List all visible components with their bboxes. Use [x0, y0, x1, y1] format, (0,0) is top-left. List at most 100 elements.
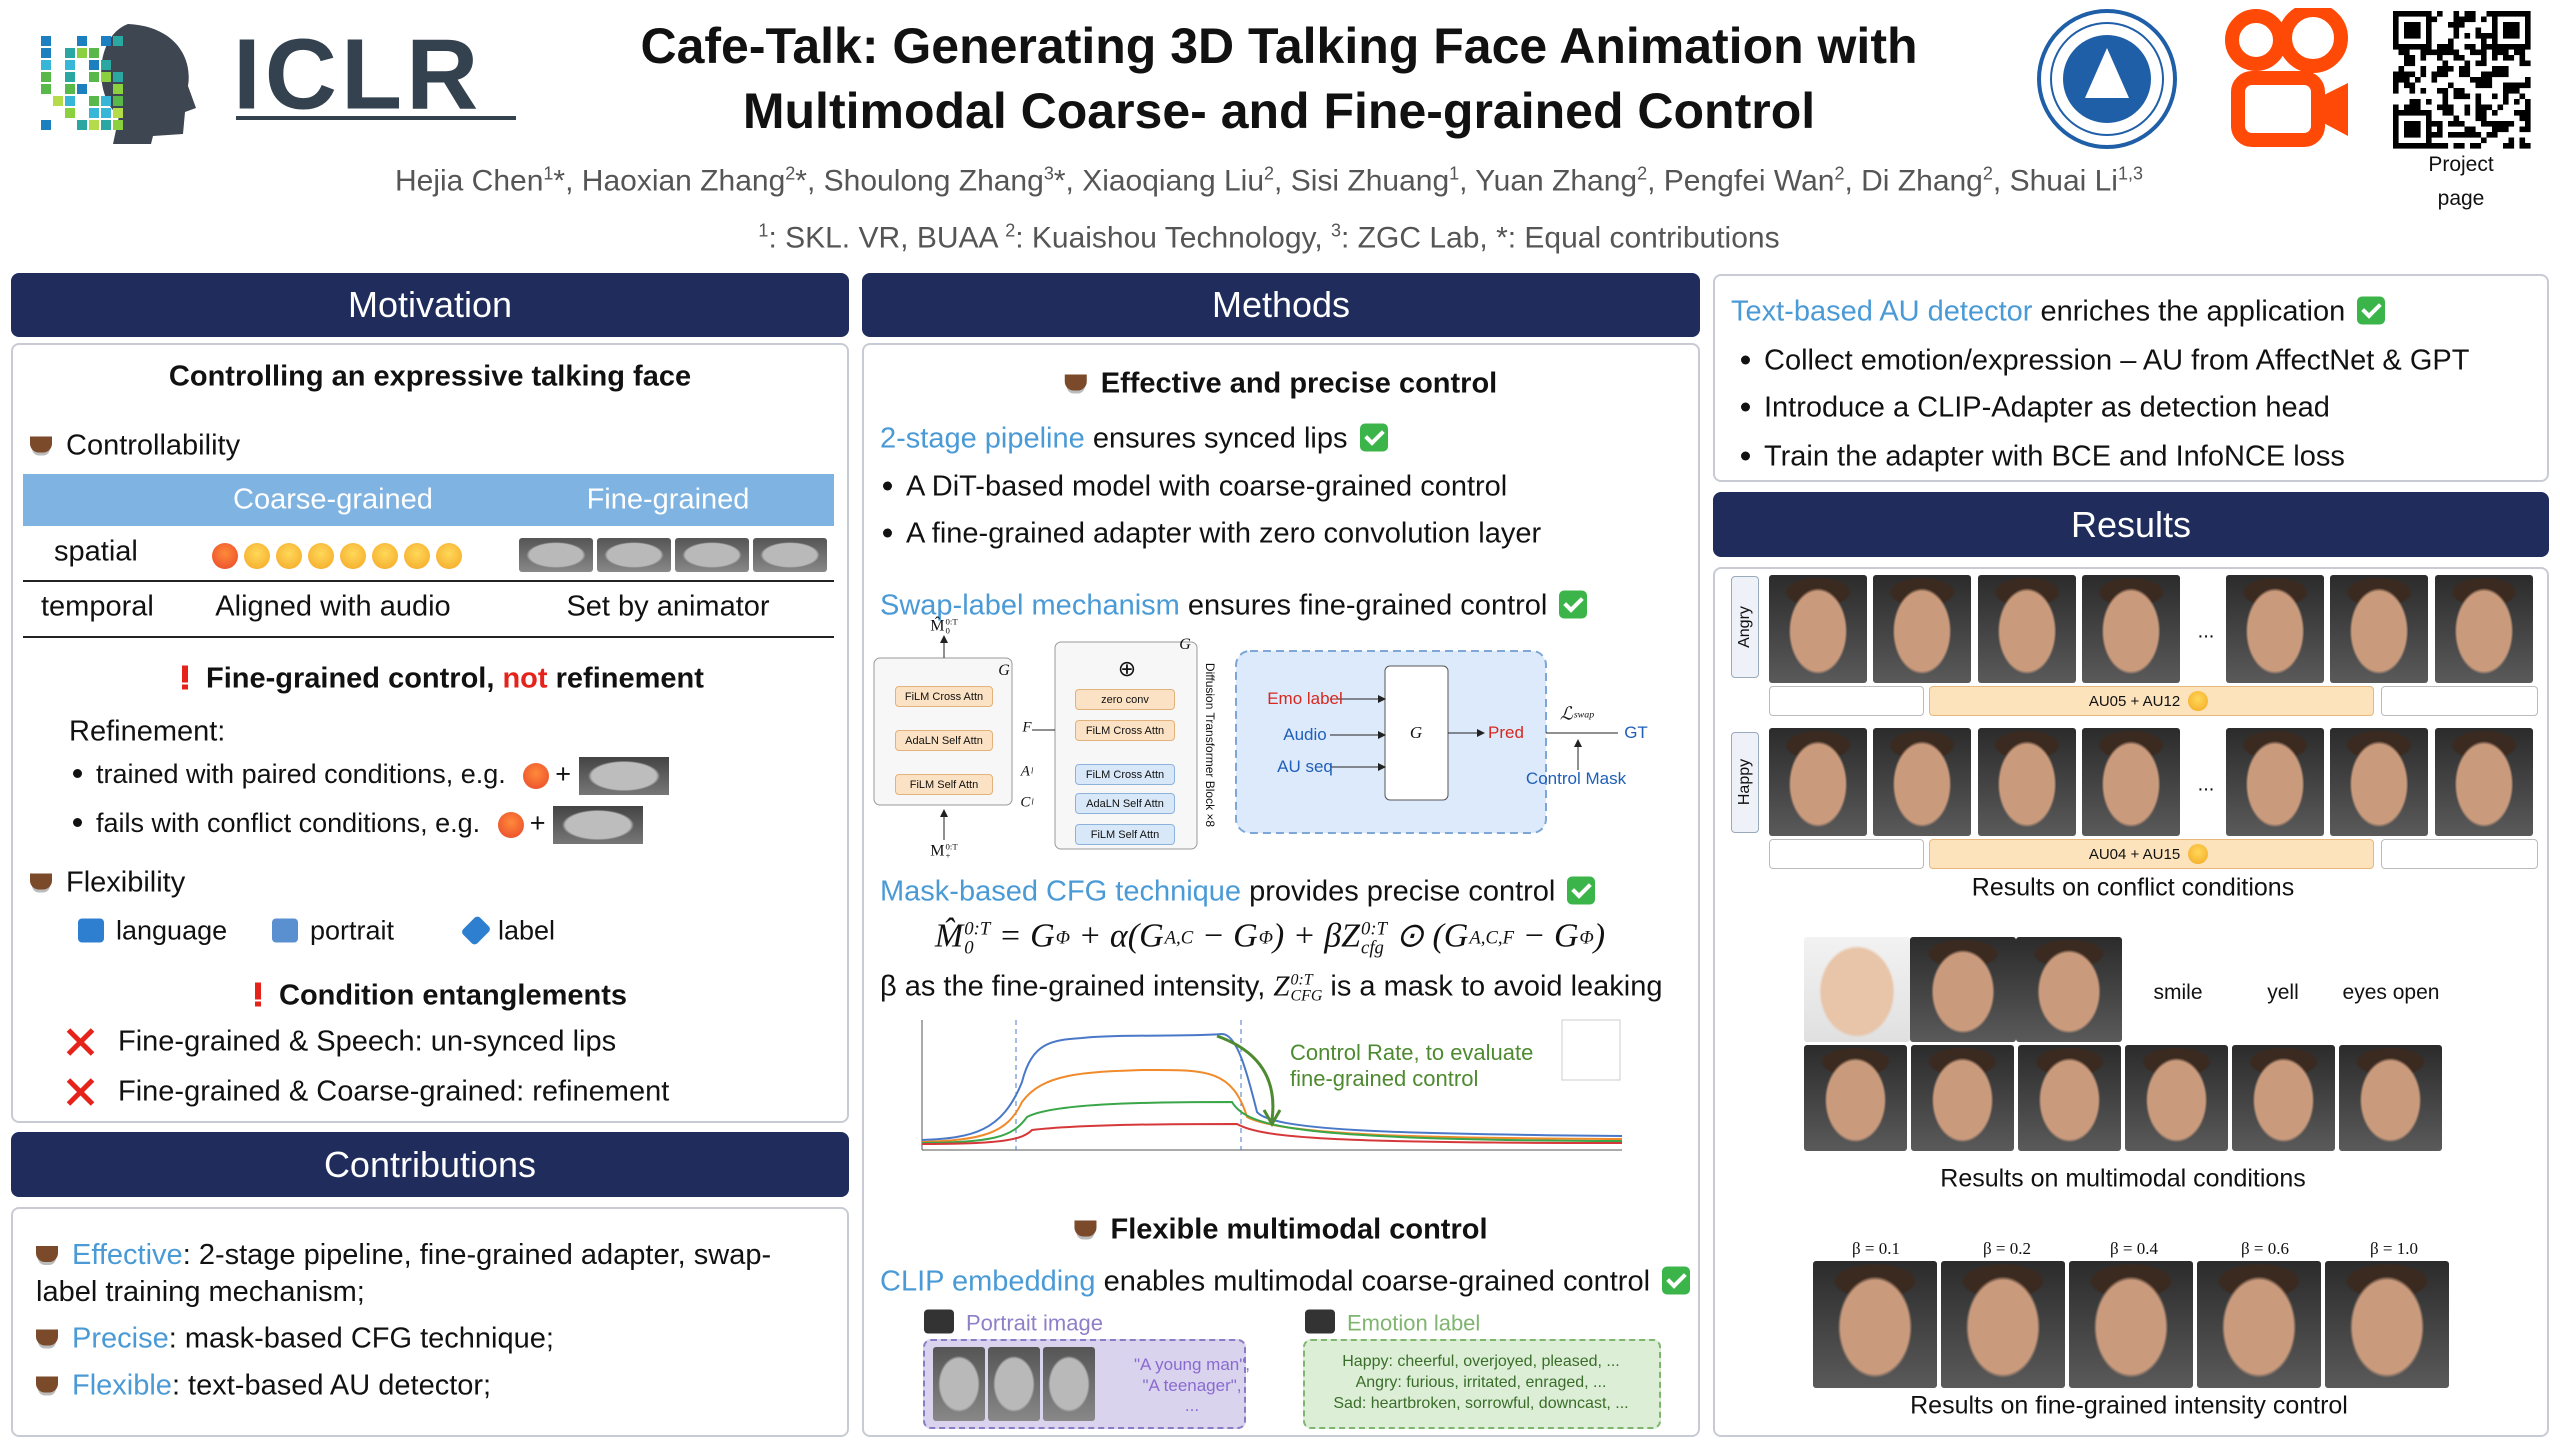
claim: Swap-label mechanism ensures fine-graine…: [880, 589, 1588, 623]
plus: +: [529, 808, 546, 839]
logo-shape: [2475, 82, 2482, 89]
decoration: [404, 543, 430, 569]
decoration: [2318, 83, 2348, 136]
face-image: [1804, 1045, 1907, 1151]
section-box: [11, 343, 849, 1123]
author-name: Sisi Zhuang: [1290, 164, 1450, 198]
logo-shape: [2492, 110, 2498, 116]
logo-shape: [2442, 60, 2449, 67]
logo-shape: [2475, 60, 2482, 67]
table-row-label: temporal: [41, 590, 154, 623]
text: language: [116, 915, 228, 946]
logo-shape: [2519, 44, 2526, 50]
table-row-label: spatial: [54, 535, 138, 568]
decoration: [1262, 1109, 1282, 1128]
logo-shape: [2503, 82, 2509, 89]
logo-shape: [2393, 27, 2399, 34]
logo-shape: [2459, 71, 2465, 78]
control-rate-figure: [921, 1019, 1623, 1151]
symbol-base: F: [1022, 719, 1032, 736]
logo-shape: [2431, 121, 2438, 127]
logo-shape: [2409, 121, 2416, 127]
empty-bar: [1769, 839, 1924, 869]
logo-shape: [2409, 143, 2416, 149]
decoration: [340, 543, 366, 569]
text: Flexible multimodal control: [1110, 1213, 1488, 1246]
logo-shape: [2481, 55, 2487, 61]
logo-shape: [2393, 33, 2399, 39]
logo-shape: [77, 48, 87, 58]
face-image: [2435, 728, 2533, 836]
text: label: [498, 915, 556, 946]
section-heading: Methods: [862, 273, 1700, 337]
logo-shape: [2393, 104, 2399, 111]
face-image: [1769, 728, 1867, 836]
logo-shape: [2525, 143, 2531, 149]
symbol-scripts: Φ: [1580, 929, 1594, 949]
face-image: [2069, 1261, 2193, 1388]
decoration: [1662, 1266, 1691, 1295]
logo-shape: [2393, 121, 2399, 127]
logo-shape: [2393, 11, 2399, 17]
logo-shape: [2393, 115, 2399, 122]
highlight: not: [502, 662, 548, 695]
decoration: [553, 806, 644, 844]
decoration: [1064, 374, 1087, 391]
annotation: Control Rate, to evaluate: [1290, 1040, 1534, 1065]
logo-shape: [2393, 88, 2399, 94]
logo-shape: [2448, 110, 2454, 116]
diagram-add-node: ⊕: [1117, 656, 1137, 681]
logo-shape: [2415, 132, 2421, 138]
logo-shape: [77, 84, 87, 94]
text: ensures fine-grained control: [1179, 589, 1548, 622]
logo-shape: [113, 120, 123, 130]
logo-shape: [2508, 22, 2515, 28]
warning: Condition entanglements: [255, 980, 627, 1013]
logo-shape: [2453, 115, 2460, 122]
logo-shape: [65, 96, 75, 106]
claim: CLIP embedding enables multimodal coarse…: [880, 1266, 1691, 1299]
logo-shape: [2525, 22, 2531, 28]
row-label: Angry: [1736, 606, 1753, 648]
face-image: [2226, 728, 2324, 836]
logo-shape: [2442, 88, 2449, 94]
logo-shape: [2492, 126, 2498, 133]
affiliation-text: : Kuaishou Technology,: [1015, 221, 1331, 255]
logo-shape: [2404, 44, 2410, 50]
logo-shape: [2442, 66, 2449, 72]
logo-shape: [2415, 44, 2421, 50]
decoration: [276, 543, 302, 569]
subscript: CFG: [1290, 987, 1323, 1005]
logo-shape: [2492, 16, 2498, 23]
logo-shape: [2398, 77, 2405, 83]
logo-shape: [2503, 55, 2509, 61]
plus: +: [555, 759, 572, 790]
symbol-scripts: Φ: [1056, 929, 1070, 949]
diagram-symbol: M 0:T +: [930, 842, 957, 862]
logo-shape: [2525, 126, 2531, 133]
logo-shape: [53, 96, 63, 106]
logo-shape: [2503, 121, 2509, 127]
prompt-text: ...: [1184, 1396, 1200, 1415]
decoration: [921, 1068, 1623, 1143]
superscript: 0:T: [1361, 918, 1387, 940]
logo-shape: [2426, 137, 2432, 144]
decoration: [921, 1122, 1623, 1145]
logo-shape: [2426, 27, 2432, 34]
symbol-base: ⊙ (G: [1387, 917, 1469, 955]
logo-shape: [2481, 44, 2487, 50]
prompt-text: "A teenager",: [1142, 1376, 1242, 1395]
logo-shape: [2453, 55, 2460, 61]
logo-shape: [2448, 22, 2454, 28]
logo-shape: [2404, 60, 2410, 67]
beta-label: β = 1.0: [2370, 1239, 2418, 1258]
logo-shape: [2514, 82, 2520, 89]
logo-shape: [2453, 16, 2460, 23]
diagram-block: AdaLN Self Attn: [895, 730, 993, 751]
contribution: Flexible: text-based AU detector;: [36, 1370, 491, 1403]
logo-shape: [2519, 93, 2526, 100]
logo-shape: [2492, 38, 2498, 45]
logo-shape: [2409, 27, 2416, 34]
logo-shape: [2525, 16, 2531, 23]
logo-shape: [2525, 99, 2531, 105]
